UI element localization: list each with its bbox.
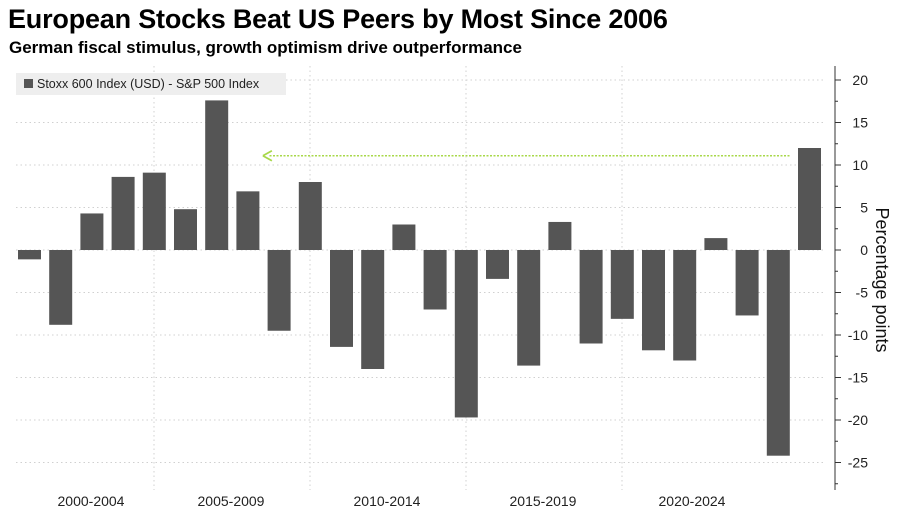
bar xyxy=(548,221,572,250)
bar xyxy=(766,250,790,456)
y-tick-label: 0 xyxy=(860,242,868,258)
y-tick-label: -20 xyxy=(848,412,868,428)
bar xyxy=(392,224,416,250)
chart-title: European Stocks Beat US Peers by Most Si… xyxy=(8,4,668,34)
y-tick-label: -5 xyxy=(856,285,869,301)
legend: Stoxx 600 Index (USD) - S&P 500 Index xyxy=(16,73,286,95)
legend-swatch xyxy=(24,79,33,88)
bar xyxy=(18,250,41,260)
bar xyxy=(673,250,697,361)
bar xyxy=(236,191,260,250)
x-group-label: 2015-2019 xyxy=(510,493,577,509)
y-tick-label: -15 xyxy=(848,370,868,386)
bar xyxy=(361,250,385,369)
x-axis-labels: 2000-2004 2005-2009 2010-2014 2015-2019 2020… xyxy=(58,493,726,509)
x-group-label: 2005-2009 xyxy=(198,493,265,509)
chart-subtitle: German fiscal stimulus, growth optimism … xyxy=(9,38,522,57)
legend-background xyxy=(16,73,286,95)
y-tick-label: 10 xyxy=(852,157,868,173)
annotation-arrow xyxy=(262,149,790,162)
bar xyxy=(454,250,478,418)
arrow-head xyxy=(262,149,273,162)
bar xyxy=(267,250,291,331)
bar xyxy=(174,209,197,250)
bar xyxy=(735,250,759,316)
x-group-label: 2010-2014 xyxy=(354,493,421,509)
y-tick-label: 15 xyxy=(852,115,868,131)
bar xyxy=(579,250,603,344)
x-group-label: 2000-2004 xyxy=(58,493,125,509)
y-tick-label: 20 xyxy=(852,72,868,88)
x-group-label: 2020-2024 xyxy=(659,493,726,509)
bar xyxy=(205,100,229,251)
bars xyxy=(18,100,821,456)
bar xyxy=(423,250,447,310)
bar xyxy=(330,250,353,347)
bar xyxy=(142,172,166,250)
bar xyxy=(80,213,104,250)
bar xyxy=(298,182,322,250)
y-tick-label: 5 xyxy=(860,200,868,216)
bar xyxy=(49,250,73,325)
y-axis: 20 15 10 5 0 -5 -10 -15 -20 -25 xyxy=(834,66,869,490)
legend-label: Stoxx 600 Index (USD) - S&P 500 Index xyxy=(37,77,260,91)
gridlines xyxy=(16,66,826,490)
bar xyxy=(517,250,541,366)
bar xyxy=(642,250,665,351)
bar xyxy=(486,250,509,279)
bar xyxy=(798,148,821,250)
y-axis-title: Percentage points xyxy=(872,207,892,352)
bar xyxy=(704,238,728,250)
bar xyxy=(610,250,634,319)
y-tick-label: -10 xyxy=(848,327,868,343)
bar xyxy=(111,176,135,250)
y-tick-label: -25 xyxy=(848,455,868,471)
